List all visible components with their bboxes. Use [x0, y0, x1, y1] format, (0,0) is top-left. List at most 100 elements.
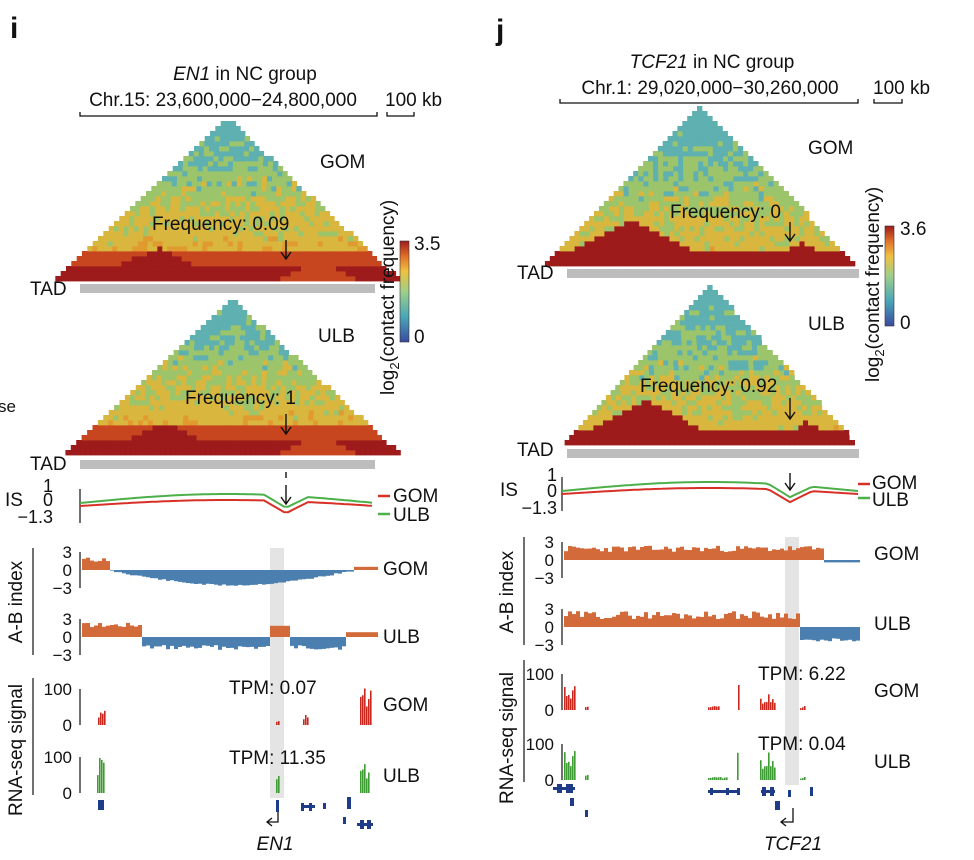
svg-text:0: 0 [545, 771, 554, 790]
panel-i-is-track [79, 489, 373, 523]
svg-text:0: 0 [63, 628, 72, 647]
svg-text:0: 0 [63, 716, 72, 735]
panel-j-legend-ulb: ULB [872, 490, 909, 511]
panel-i-ab-ulb-label: ULB [383, 627, 420, 648]
panel-j-colorbar-label: log2(contact frequency) [863, 187, 887, 382]
panel-i-hic-ulb-map [65, 300, 401, 456]
panel-j-rna-gom-label: GOM [874, 681, 919, 702]
panel-j-tad-top-bar [567, 269, 859, 278]
panel-i-rna-ulb-tpm: TPM: 11.35 [229, 748, 326, 769]
panel-j-highlight-band [785, 537, 799, 785]
panel-j-is-track [561, 477, 859, 511]
panel-i-hic-ulb-label: ULB [318, 326, 355, 347]
panel-i-ab-gom-track: 30−3 [53, 543, 378, 598]
panel-i-rna-ulb-label: ULB [383, 766, 420, 787]
svg-text:0: 0 [63, 784, 72, 803]
panel-i: i EN1 in NC group Chr.15: 23,600,000−24,… [0, 12, 442, 855]
panel-j-is-tick-1: 1 [547, 465, 557, 485]
panel-i-hic-gom-arrow [280, 240, 292, 261]
panel-i-tad-bottom-bar [80, 460, 375, 469]
svg-text:100: 100 [526, 735, 554, 754]
panel-j-is-tick-min: −1.3 [521, 498, 557, 518]
panel-i-is-label: IS [5, 490, 23, 511]
panel-j-hic-gom-arrow [784, 222, 796, 243]
panel-j-hic-gom-label: GOM [808, 138, 853, 159]
panel-j-tad-top-label: TAD [517, 263, 554, 284]
panel-j-colorbar-max: 3.6 [900, 219, 926, 240]
panel-i-hic-gom-label: GOM [320, 152, 365, 173]
svg-text:3: 3 [545, 600, 554, 619]
panel-i-gene-label: EN1 [257, 834, 294, 855]
panel-i-scalebar-bracket [386, 112, 415, 117]
panel-j: j TCF21 in NC group Chr.1: 29,020,000−30… [495, 14, 930, 855]
panel-j-ab-label: A-B index [497, 550, 518, 633]
panel-i-rna-gom-label: GOM [383, 695, 428, 716]
panel-j-region-bracket [559, 99, 859, 104]
panel-i-ab-label: A-B index [6, 560, 27, 643]
panel-j-tad-bottom-bar [567, 449, 859, 458]
panel-i-ab-ulb-track: 30−3 [53, 610, 378, 665]
panel-j-coords: Chr.1: 29,020,000−30,260,000 [581, 78, 838, 99]
panel-j-scalebar-bracket [873, 99, 903, 104]
panel-i-hic-gom-frequency: Frequency: 0.09 [152, 214, 289, 235]
panel-i-title-suffix: in NC group [210, 64, 317, 85]
panel-j-rna-gom-track: 100 0 [526, 665, 806, 720]
panel-i-gene: EN1 [173, 64, 210, 85]
panel-j-ab-ulb-label: ULB [874, 614, 911, 635]
panel-i-colorbar [399, 240, 410, 343]
svg-text:−3: −3 [535, 569, 554, 588]
svg-text:0: 0 [545, 618, 554, 637]
panel-j-is-tick-0: 0 [547, 481, 557, 501]
panel-j-tss-arrow [779, 808, 794, 827]
panel-j-gene: TCF21 [630, 52, 688, 73]
panel-i-rna-gom-track: 100 0 [44, 680, 372, 735]
svg-text:100: 100 [44, 748, 72, 767]
panel-i-tad-top-label: TAD [30, 279, 67, 300]
panel-j-scalebar: 100 kb [873, 78, 930, 99]
panel-i-partial-text: se [0, 397, 16, 416]
panel-i-is-tick-0: 0 [43, 490, 53, 510]
svg-text:0: 0 [63, 561, 72, 580]
panel-i-is-arrow [280, 485, 292, 506]
panel-i-is-tick-min: −1.3 [17, 507, 53, 527]
panel-j-ab-gom-label: GOM [874, 544, 919, 565]
panel-j-title: TCF21 in NC group [630, 52, 795, 73]
svg-text:−3: −3 [535, 636, 554, 655]
svg-text:3: 3 [63, 543, 72, 562]
panel-j-colorbar-min: 0 [900, 313, 911, 334]
svg-text:100: 100 [44, 680, 72, 699]
svg-text:−3: −3 [53, 646, 72, 665]
panel-j-rna-ulb-track: 100 0 [526, 735, 806, 790]
panel-i-scalebar: 100 kb [385, 90, 442, 111]
panel-i-highlight-band [270, 548, 284, 798]
svg-text:3: 3 [63, 610, 72, 629]
panel-j-hic-gom-map [544, 106, 856, 267]
panel-i-coords: Chr.15: 23,600,000−24,800,000 [89, 90, 357, 111]
panel-j-rna-ulb-tpm: TPM: 0.04 [758, 734, 846, 755]
panel-i-colorbar-label: log2(contact frequency) [378, 200, 402, 395]
panel-j-colorbar [884, 225, 895, 327]
panel-j-hic-ulb-map [564, 285, 855, 446]
panel-i-colorbar-max: 3.5 [414, 234, 440, 255]
panel-j-ab-gom-track: 30−3 [535, 533, 860, 588]
panel-j-title-suffix: in NC group [688, 52, 795, 73]
panel-i-title: EN1 in NC group [173, 64, 317, 85]
panel-j-is-arrow [784, 473, 796, 492]
panel-letter-i: i [10, 12, 18, 45]
panel-j-is-label: IS [500, 480, 518, 501]
panel-j-rna-ulb-label: ULB [874, 752, 911, 773]
panel-j-gene-label: TCF21 [764, 834, 822, 855]
panel-i-tad-bottom-label: TAD [30, 454, 67, 475]
panel-letter-j: j [495, 14, 504, 47]
svg-text:3: 3 [545, 533, 554, 552]
panel-j-tad-bottom-label: TAD [517, 440, 554, 461]
panel-i-hic-gom-map [55, 121, 401, 282]
panel-j-gene-models [553, 784, 813, 817]
svg-text:−3: −3 [53, 579, 72, 598]
panel-j-ab-ulb-track: 30−3 [535, 600, 860, 655]
panel-i-region-bracket [79, 112, 378, 117]
panel-j-hic-ulb-frequency: Frequency: 0.92 [640, 376, 777, 397]
panel-i-rna-gom-tpm: TPM: 0.07 [229, 678, 317, 699]
panel-i-gene-models [98, 797, 373, 829]
panel-j-hic-gom-frequency: Frequency: 0 [670, 202, 781, 223]
